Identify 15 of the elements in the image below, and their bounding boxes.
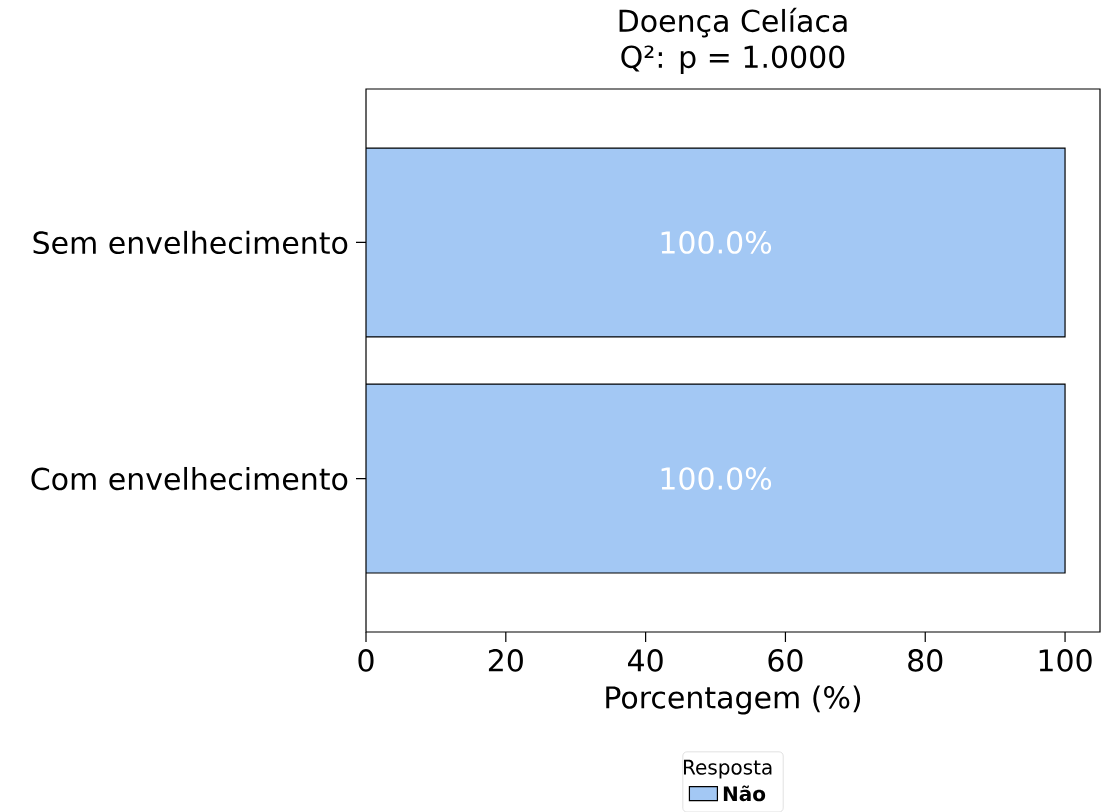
chart-subtitle: Q²: p = 1.0000 <box>621 45 845 74</box>
data-label: 100.0% <box>661 231 772 254</box>
x-tick-label: 40 <box>628 649 663 672</box>
y-tick-label: Com envelhecimento <box>31 466 348 491</box>
data-label: 100.0% <box>661 467 772 490</box>
x-tick-label: 80 <box>908 649 943 672</box>
x-tick-label: 100 <box>1039 649 1092 672</box>
x-tick-label: 20 <box>488 649 523 672</box>
x-tick-label: 60 <box>768 649 803 672</box>
y-tick-label: Sem envelhecimento <box>33 230 348 255</box>
legend-label: Não <box>723 785 766 802</box>
chart-title: Doença Celíaca <box>619 7 847 38</box>
x-axis-title: Porcentagem (%) <box>606 685 861 715</box>
legend-title: Resposta <box>683 759 772 779</box>
x-tick-label: 0 <box>358 649 374 672</box>
